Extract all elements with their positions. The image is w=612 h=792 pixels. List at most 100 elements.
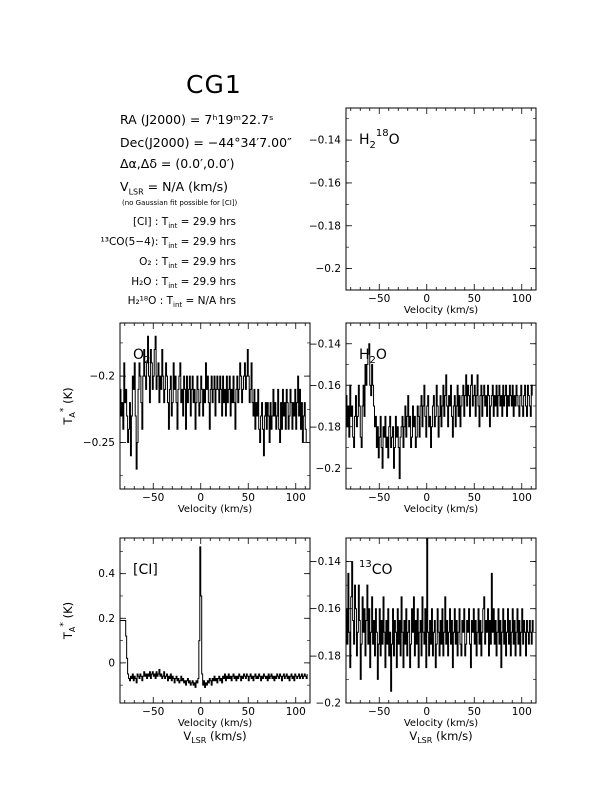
x-tick-label: 100 bbox=[512, 293, 532, 305]
x-axis-label: Velocity (km/s) bbox=[404, 718, 478, 729]
x-tick-label: 50 bbox=[468, 293, 481, 305]
y-tick-label: 0.4 bbox=[98, 568, 115, 580]
y-axis-label-sup: * bbox=[59, 622, 69, 627]
vlsr-axis-label-main: V bbox=[183, 729, 191, 743]
y-axis-label: TA* (K) bbox=[59, 602, 77, 640]
spectrum-line bbox=[346, 343, 533, 480]
y-axis-label: TA* (K) bbox=[59, 387, 77, 425]
y-tick-label: −0.2 bbox=[316, 698, 342, 710]
vlsr-value: = N/A (km/s) bbox=[143, 179, 229, 194]
y-tick-label: −0.14 bbox=[309, 338, 341, 350]
x-tick-label: −50 bbox=[368, 293, 390, 305]
integration-tint-eq: = bbox=[177, 276, 193, 288]
y-axis-label-sub: A bbox=[68, 626, 77, 632]
fit-note: (no Gaussian fit possible for [CI]) bbox=[122, 199, 238, 207]
y-tick-label: −0.16 bbox=[309, 177, 341, 189]
y-tick-label: 0.2 bbox=[98, 613, 115, 625]
integration-tint-sub: int bbox=[168, 222, 178, 231]
integration-row: H₂¹⁸O : Tint = N/A hrs bbox=[128, 295, 236, 309]
y-axis-label-main: T bbox=[61, 631, 75, 640]
integration-line: O₂ : bbox=[139, 256, 162, 268]
x-tick-label: 100 bbox=[512, 706, 532, 718]
x-tick-label: 50 bbox=[242, 492, 255, 504]
y-tick-label: −0.18 bbox=[309, 220, 341, 232]
spectrum-line bbox=[346, 538, 534, 692]
vlsr-axis-label-sub: LSR bbox=[191, 736, 207, 745]
x-axis-label: Velocity (km/s) bbox=[404, 305, 478, 316]
panel-label-main: H bbox=[359, 347, 370, 363]
vlsr-label: V bbox=[120, 179, 129, 194]
x-tick-label: 50 bbox=[468, 706, 481, 718]
integration-line: ¹³CO(5−4): bbox=[100, 236, 162, 248]
vlsr-text: VLSR = N/A (km/s) bbox=[120, 179, 228, 197]
x-tick-label: 0 bbox=[197, 492, 204, 504]
y-tick-label: −0.18 bbox=[309, 421, 341, 433]
panel-label: H218O bbox=[359, 128, 400, 151]
integration-tint-label: T bbox=[161, 236, 169, 248]
y-tick-label: −0.16 bbox=[309, 603, 341, 615]
panel-label-sup: 13 bbox=[359, 559, 372, 570]
panel-label-main: O bbox=[133, 347, 144, 363]
y-tick-label: −0.14 bbox=[309, 135, 341, 147]
integration-tint-sub: int bbox=[168, 282, 178, 291]
y-tick-label: −0.25 bbox=[83, 437, 115, 449]
x-tick-label: −50 bbox=[142, 492, 164, 504]
x-tick-label: −50 bbox=[368, 706, 390, 718]
x-tick-label: 50 bbox=[468, 492, 481, 504]
panel-label-tail: CO bbox=[372, 562, 393, 578]
integration-row: H₂O : Tint = 29.9 hrs bbox=[131, 276, 236, 290]
panel-label-main: H bbox=[359, 132, 370, 148]
vlsr-axis-label-unit: (km/s) bbox=[432, 729, 472, 743]
y-tick-label: −0.2 bbox=[316, 463, 342, 475]
panel-label: 13CO bbox=[359, 559, 393, 578]
y-tick-label: 0 bbox=[108, 657, 115, 669]
panel-label-sup: 18 bbox=[376, 128, 389, 139]
vlsr-axis-label: VLSR (km/s) bbox=[409, 729, 472, 745]
integration-tint-label: T bbox=[161, 256, 169, 268]
page-title: CG1 bbox=[186, 70, 242, 99]
integration-tint-label: T bbox=[161, 216, 169, 228]
dec-text: Dec(J2000) = −44°34′7.00″ bbox=[120, 135, 292, 150]
x-tick-label: 0 bbox=[197, 706, 204, 718]
panel-label-tail: O bbox=[389, 132, 400, 148]
y-tick-label: −0.2 bbox=[90, 371, 116, 383]
y-tick-label: −0.16 bbox=[309, 380, 341, 392]
panel-label: [CI] bbox=[133, 562, 158, 578]
offset-text: Δα,Δδ = (0.0′,0.0′) bbox=[120, 156, 235, 171]
panel-label: H2O bbox=[359, 347, 387, 366]
vlsr-axis-label-main: V bbox=[409, 729, 417, 743]
y-axis-label-unit: (K) bbox=[61, 602, 75, 622]
chart-panel-h2o: −50 0 50 100 −0.14 −0.16 −0.18 −0.2 Velocity (km… bbox=[309, 322, 537, 515]
x-axis-label: Velocity (km/s) bbox=[178, 504, 252, 515]
integration-tint-eq: = bbox=[177, 236, 193, 248]
x-tick-label: 0 bbox=[423, 293, 430, 305]
y-axis-label-sub: A bbox=[68, 412, 77, 418]
integration-tint-value: 29.9 hrs bbox=[192, 216, 236, 228]
x-tick-label: 0 bbox=[423, 492, 430, 504]
panel-label-main: [CI] bbox=[133, 562, 158, 578]
spectrum-line bbox=[120, 546, 308, 688]
integration-line: H₂¹⁸O : bbox=[127, 295, 167, 307]
integration-tint-sub: int bbox=[168, 242, 178, 251]
integration-tint-value: N/A hrs bbox=[197, 295, 236, 307]
integration-tint-eq: = bbox=[182, 295, 198, 307]
chart-panel-o2: −50 0 50 100 −0.2 −0.25 Velocity (km/s) TA* (K)… bbox=[59, 322, 311, 515]
panel-label-tail: O bbox=[376, 347, 387, 363]
y-tick-label: −0.2 bbox=[316, 263, 342, 275]
ra-text: RA (J2000) = 7ʰ19ᵐ22.7ˢ bbox=[120, 112, 274, 127]
y-axis-label-sup: * bbox=[59, 407, 69, 412]
plot-frame bbox=[345, 537, 537, 704]
x-tick-label: 50 bbox=[242, 706, 255, 718]
vlsr-axis-label-unit: (km/s) bbox=[206, 729, 246, 743]
spectrum-line bbox=[120, 335, 307, 470]
x-axis-label: Velocity (km/s) bbox=[404, 504, 478, 515]
integration-row: ¹³CO(5−4): Tint = 29.9 hrs bbox=[101, 236, 236, 250]
x-tick-label: 100 bbox=[286, 706, 306, 718]
y-axis-label-main: T bbox=[61, 417, 75, 426]
integration-line: H₂O : bbox=[131, 276, 162, 288]
chart-panel-h218o: −50 0 50 100 −0.14 −0.16 −0.18 −0.2 Velocity (km… bbox=[309, 107, 537, 316]
panel-label-sub: 2 bbox=[370, 140, 376, 151]
integration-tint-sub: int bbox=[173, 301, 183, 310]
